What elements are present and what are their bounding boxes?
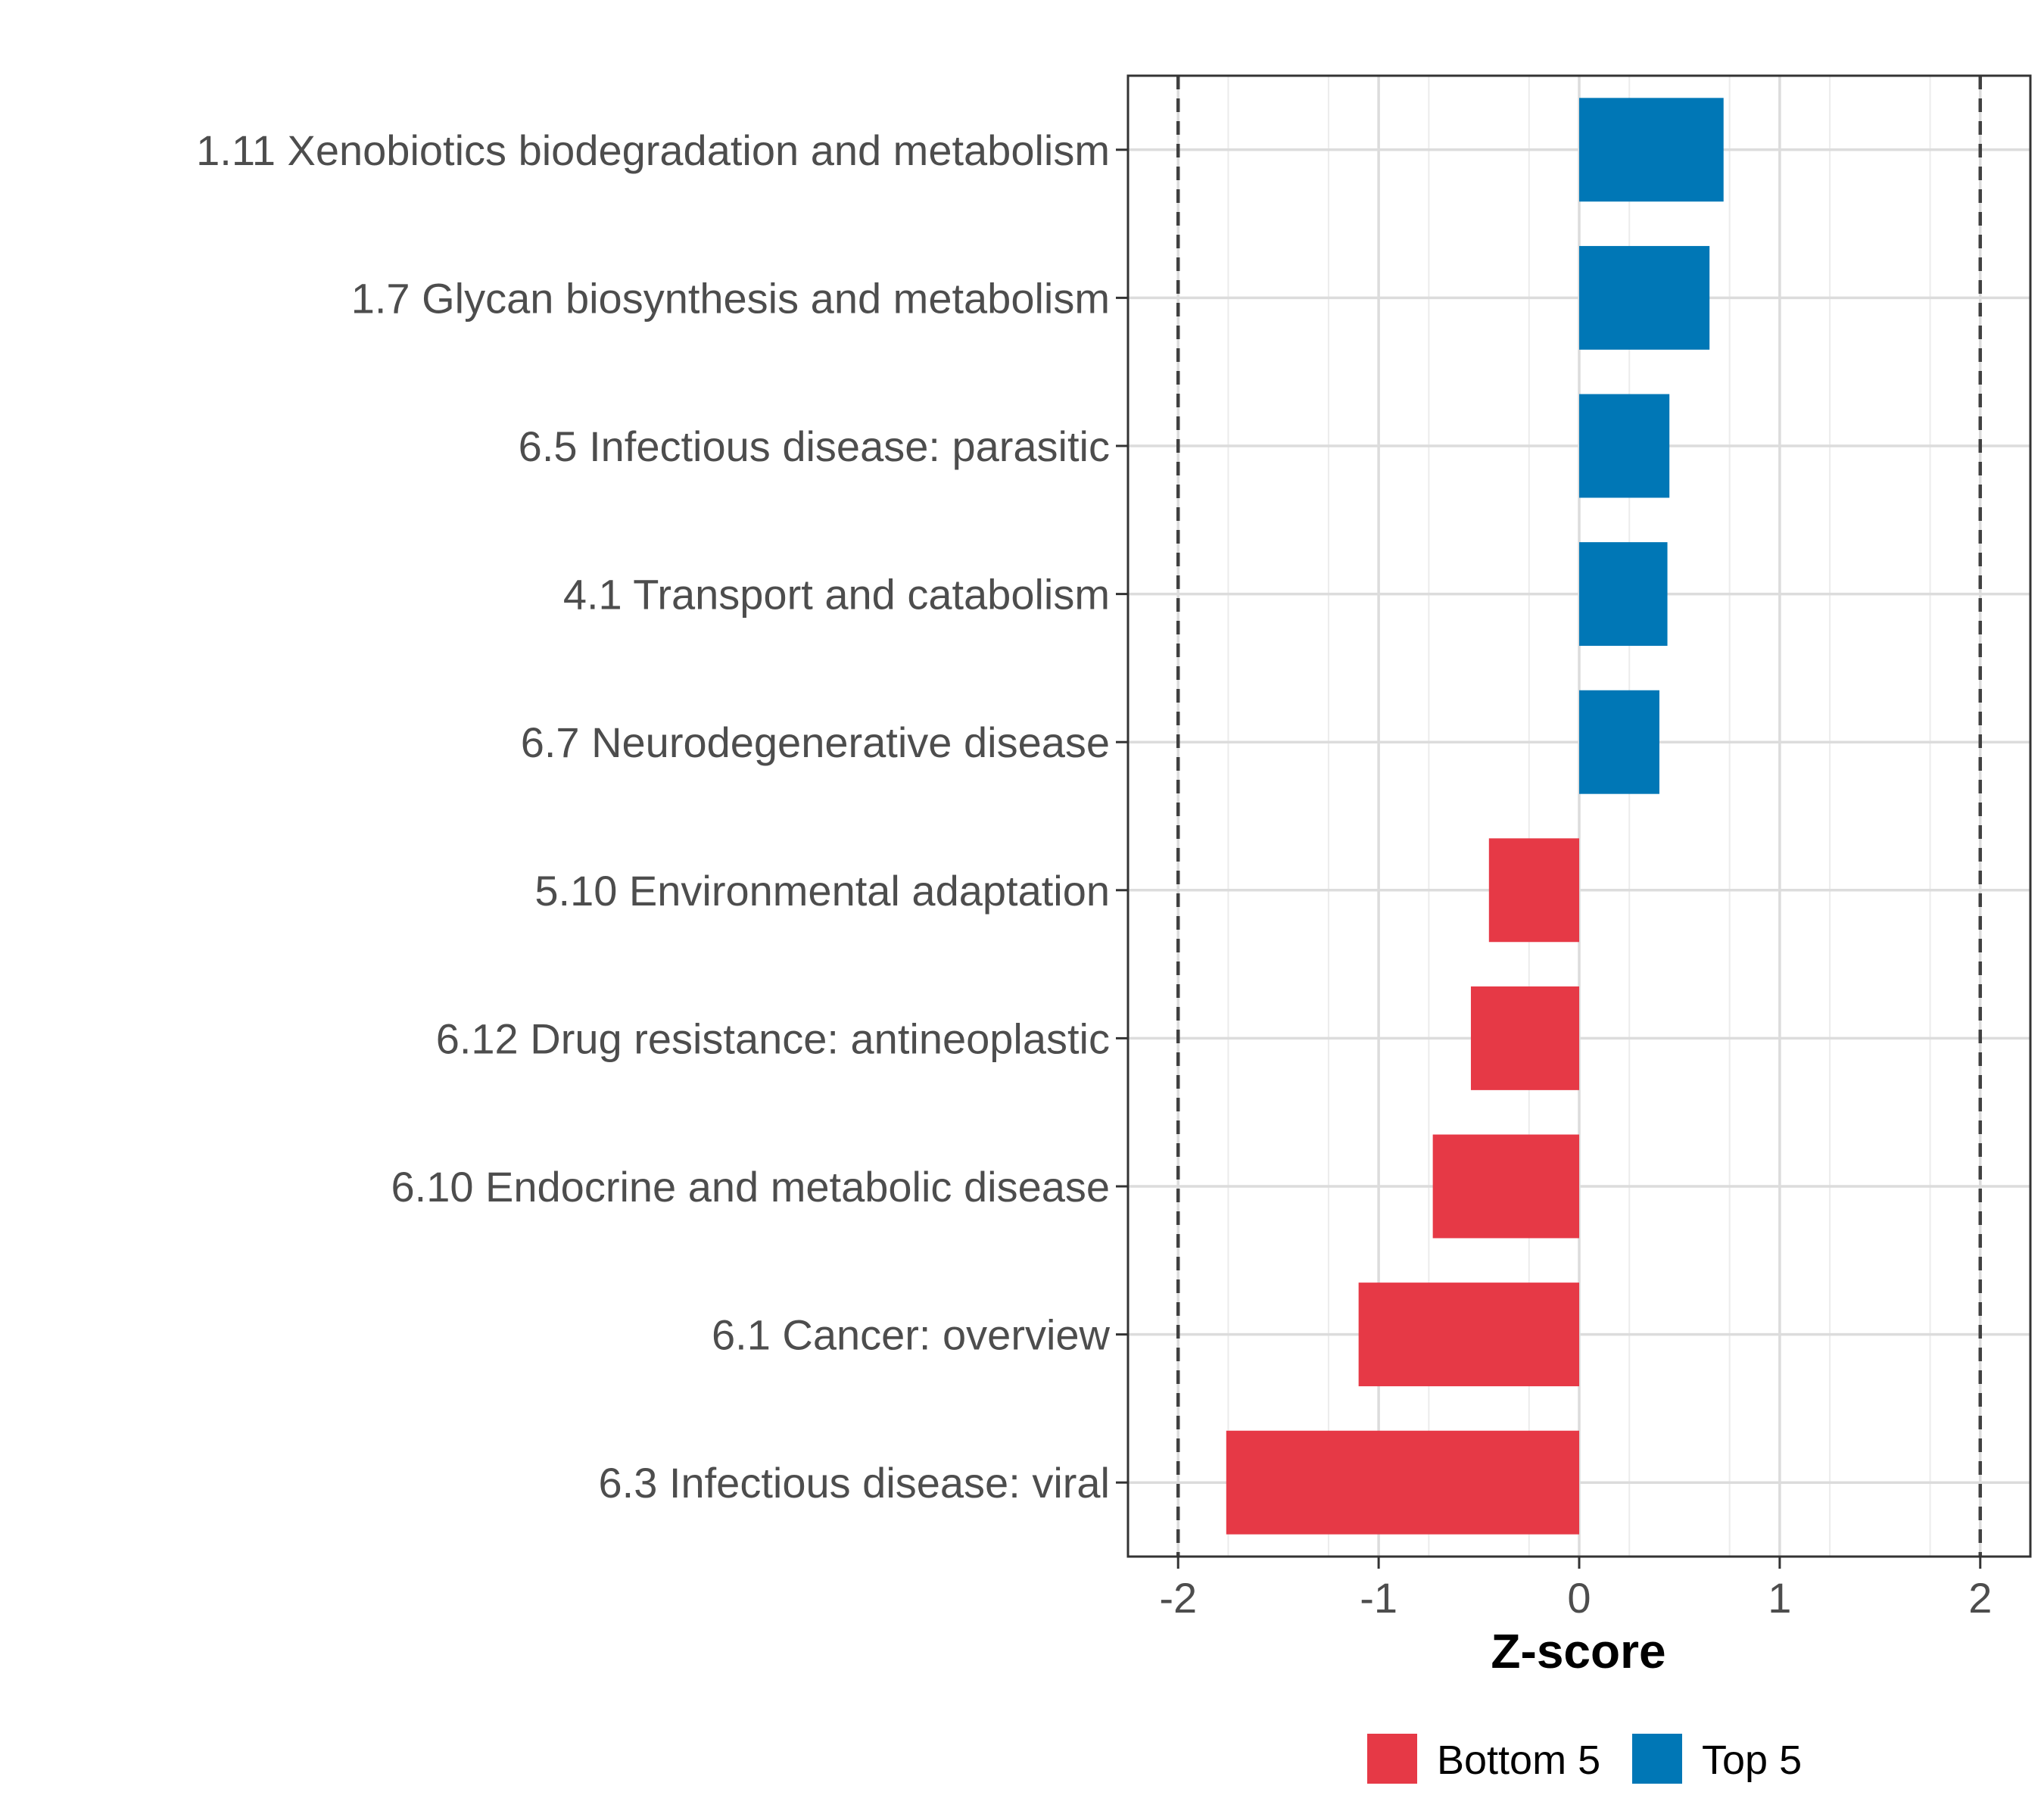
legend-key [1367, 1734, 1417, 1784]
bar [1488, 838, 1579, 943]
legend-label: Top 5 [1702, 1738, 1802, 1783]
category-label: 1.7 Glycan biosynthesis and metabolism [351, 274, 1110, 322]
x-tick-label: 1 [1768, 1574, 1791, 1622]
category-label: 6.7 Neurodegenerative disease [521, 718, 1110, 766]
x-tick-label: 0 [1567, 1574, 1591, 1622]
category-label: 6.5 Infectious disease: parasitic [519, 422, 1110, 470]
category-label: 5.10 Environmental adaptation [534, 867, 1110, 915]
category-label: 6.1 Cancer: overview [712, 1311, 1111, 1359]
legend: Bottom 5 Top 5 [1367, 1734, 1802, 1784]
bars [1226, 98, 1724, 1535]
category-label: 6.10 Endocrine and metabolic disease [391, 1163, 1110, 1211]
bar [1470, 986, 1579, 1090]
bar [1579, 98, 1724, 202]
bar [1579, 690, 1659, 794]
x-axis-title: Z-score [1491, 1624, 1665, 1678]
x-tick-label: 2 [1968, 1574, 1992, 1622]
category-label: 6.3 Infectious disease: viral [599, 1459, 1110, 1507]
x-tick-label: -2 [1159, 1574, 1197, 1622]
x-axis-ticks: -2 -1 0 1 2 [1159, 1557, 1992, 1622]
x-tick-label: -1 [1360, 1574, 1397, 1622]
bar [1579, 245, 1710, 350]
y-axis-ticks [1116, 148, 1128, 1484]
y-axis-category-labels: 1.11 Xenobiotics biodegradation and meta… [196, 126, 1110, 1507]
bar [1579, 394, 1670, 498]
bar [1579, 542, 1668, 647]
bar [1226, 1430, 1579, 1535]
category-label: 6.12 Drug resistance: antineoplastic [436, 1014, 1110, 1062]
legend-label: Bottom 5 [1437, 1738, 1600, 1783]
category-label: 1.11 Xenobiotics biodegradation and meta… [196, 126, 1110, 174]
legend-key [1632, 1734, 1682, 1784]
bar [1432, 1134, 1579, 1239]
bar [1358, 1282, 1579, 1387]
reference-lines [1176, 76, 1983, 1557]
category-label: 4.1 Transport and catabolism [563, 571, 1110, 619]
